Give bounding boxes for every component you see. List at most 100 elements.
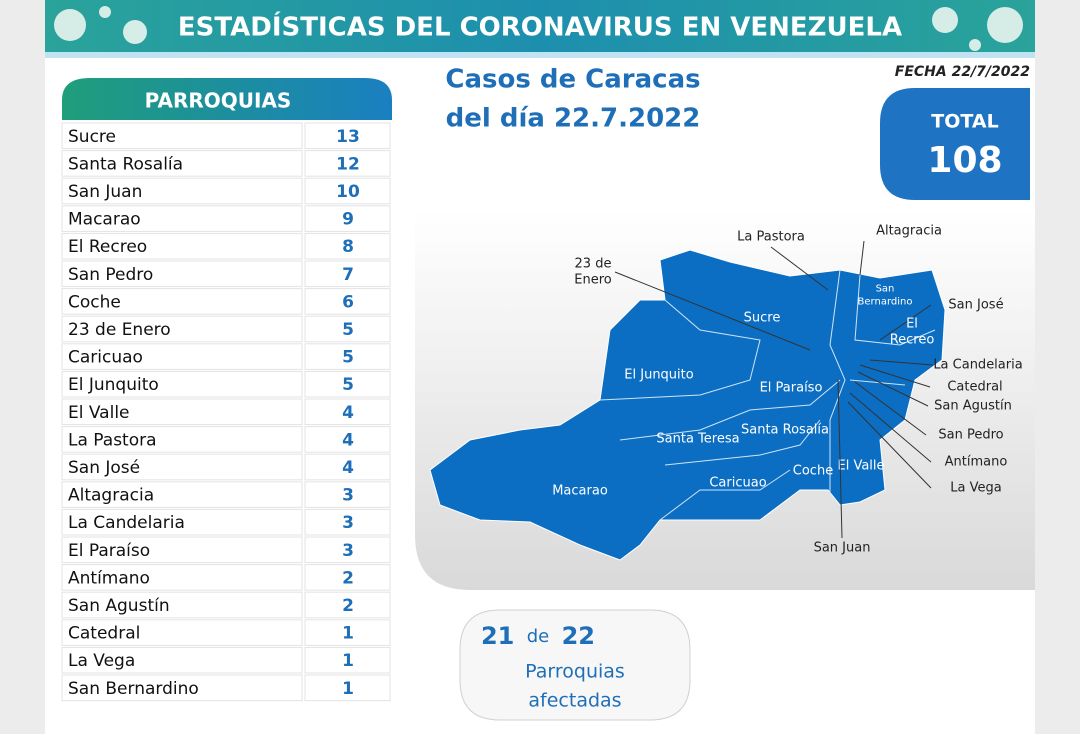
- row-count-cell: [304, 426, 391, 453]
- leader-line: [770, 246, 829, 291]
- leader-line: [854, 381, 927, 436]
- header-bar: [45, 0, 1035, 52]
- row-count-cell: [304, 453, 391, 481]
- row-count-cell: [304, 674, 391, 702]
- total-box: [880, 88, 1030, 200]
- row-count-cell: [304, 343, 391, 370]
- row-count-cell: [304, 122, 391, 150]
- row-count-cell: [304, 564, 391, 591]
- map-label: Enero: [574, 273, 612, 288]
- map-label: El Paraíso: [760, 381, 823, 396]
- row-count-cell: [304, 232, 391, 260]
- map-label: Caricuao: [709, 476, 766, 491]
- leader-line: [859, 240, 865, 276]
- row-count-cell: [304, 481, 391, 508]
- leader-line: [869, 359, 934, 366]
- row-count-cell: [304, 398, 391, 426]
- parish-count: 12: [336, 154, 360, 174]
- leader-line: [614, 271, 811, 351]
- leader-line: [849, 392, 932, 463]
- parish-count: 9: [342, 210, 354, 230]
- parish-count: 5: [342, 348, 354, 368]
- parish-name: Catedral: [68, 624, 140, 644]
- parish-name: San Juan: [68, 182, 142, 202]
- table-header-bg: [62, 78, 392, 120]
- header-title: ESTADÍSTICAS DEL CORONAVIRUS EN VENEZUEL…: [178, 11, 902, 43]
- parish-name: Macarao: [68, 210, 141, 230]
- row-name-cell: [61, 398, 303, 426]
- row-name-cell: [61, 205, 303, 232]
- parish-count: 10: [336, 182, 360, 202]
- parish-name: 23 de Enero: [68, 320, 171, 340]
- leader-line: [847, 401, 932, 489]
- map-label: San Pedro: [938, 428, 1003, 443]
- parish-name: San Pedro: [68, 265, 153, 285]
- total-parishes: 22: [562, 622, 595, 650]
- leader-line: [837, 379, 843, 539]
- summary-line: afectadas: [528, 690, 621, 712]
- row-name-cell: [61, 453, 303, 481]
- parish-count: 1: [342, 624, 354, 644]
- summary-line: Parroquias: [525, 661, 625, 683]
- parish-name: El Junquito: [68, 375, 159, 395]
- map-label: El Junquito: [624, 368, 693, 383]
- parish-count: 5: [342, 320, 354, 340]
- row-name-cell: [61, 370, 303, 398]
- row-name-cell: [61, 426, 303, 453]
- map-label: San Agustín: [934, 399, 1012, 414]
- row-count-cell: [304, 288, 391, 315]
- row-name-cell: [61, 343, 303, 370]
- parish-count: 1: [342, 651, 354, 671]
- parish-count: 3: [342, 513, 354, 533]
- parish-count: 2: [342, 568, 354, 588]
- parish-count: 6: [342, 292, 354, 312]
- row-count-cell: [304, 591, 391, 619]
- map-borders: [599, 269, 936, 521]
- row-count-cell: [304, 260, 391, 288]
- map-label: La Vega: [950, 481, 1001, 496]
- parish-name: San Bernardino: [68, 679, 199, 699]
- row-name-cell: [61, 481, 303, 508]
- virus-icons: [54, 6, 1023, 51]
- summary-count: 21 de 22: [481, 622, 595, 650]
- parish-name: Santa Rosalía: [68, 154, 183, 174]
- parish-count: 3: [342, 541, 354, 561]
- parish-name: San Agustín: [68, 596, 170, 616]
- map-label: Santa Teresa: [656, 432, 739, 447]
- row-name-cell: [61, 177, 303, 205]
- row-name-cell: [61, 232, 303, 260]
- map-label: Macarao: [552, 484, 608, 499]
- leader-line: [879, 304, 932, 341]
- parish-name: El Paraíso: [68, 541, 150, 561]
- parish-count: 1: [342, 679, 354, 699]
- total-value: 108: [927, 140, 1002, 181]
- map-shape: [429, 249, 946, 561]
- parish-name: Caricuao: [68, 348, 143, 368]
- parish-count: 4: [342, 458, 354, 478]
- row-name-cell: [61, 150, 303, 177]
- table-header: PARROQUIAS: [145, 89, 292, 113]
- parish-count: 13: [336, 127, 360, 147]
- row-name-cell: [61, 122, 303, 150]
- map-label: Catedral: [947, 380, 1002, 395]
- row-count-cell: [304, 536, 391, 564]
- parish-name: El Valle: [68, 403, 130, 423]
- map-label: El: [906, 317, 918, 332]
- parish-count: 4: [342, 403, 354, 423]
- map-label: 23 de: [575, 257, 612, 272]
- parish-name: El Recreo: [68, 237, 147, 257]
- map-label: San José: [948, 298, 1003, 313]
- row-name-cell: [61, 260, 303, 288]
- parish-name: Sucre: [68, 127, 116, 147]
- row-count-cell: [304, 646, 391, 674]
- total-label: TOTAL: [931, 111, 998, 133]
- row-name-cell: [61, 315, 303, 343]
- row-name-cell: [61, 564, 303, 591]
- row-count-cell: [304, 315, 391, 343]
- map-label: Altagracia: [876, 224, 942, 239]
- row-name-cell: [61, 288, 303, 315]
- subtitle: del día 22.7.2022: [446, 104, 701, 134]
- row-name-cell: [61, 591, 303, 619]
- map-label: Santa Rosalía: [741, 423, 829, 438]
